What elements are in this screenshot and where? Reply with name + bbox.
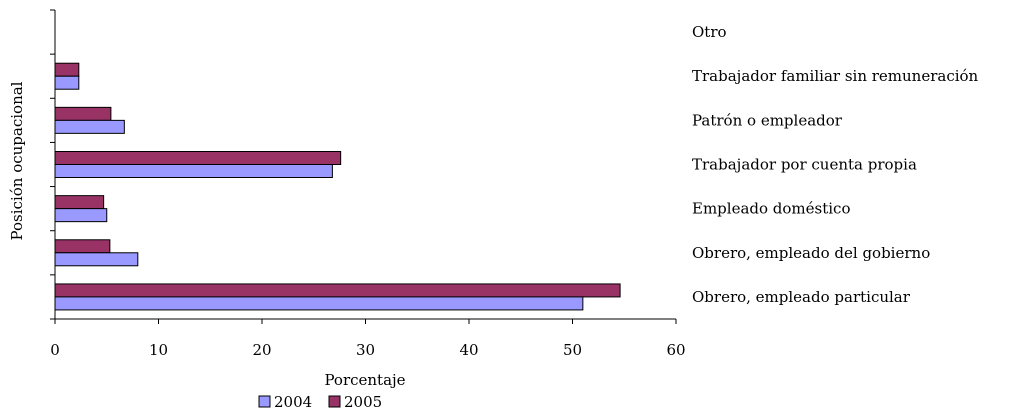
bar-2004 [54, 164, 333, 178]
y-axis-title: Posición ocupacional [8, 81, 26, 240]
bar-2005 [54, 283, 621, 298]
x-tick-label: 50 [563, 341, 582, 359]
category-label: Trabajador por cuenta propia [692, 156, 917, 174]
bar-2005 [54, 62, 80, 77]
category-label: Obrero, empleado particular [692, 288, 911, 306]
legend-label: 2004 [274, 393, 312, 411]
bar-2004 [54, 208, 108, 223]
bars-group [54, 62, 621, 311]
category-label: Empleado doméstico [692, 200, 850, 218]
category-label: Otro [692, 23, 727, 41]
x-tick-label: 60 [666, 341, 685, 359]
x-axis-ticks: 0 10 20 30 40 50 60 [50, 319, 686, 359]
bar-2004 [54, 75, 80, 90]
x-axis-title: Porcentaje [324, 371, 405, 389]
x-tick-label: 20 [252, 341, 271, 359]
legend-swatch-2004 [258, 395, 271, 408]
bar-2005 [54, 106, 112, 121]
category-label: Patrón o empleador [692, 111, 843, 129]
legend-swatch-2005 [328, 395, 341, 408]
category-label: Obrero, empleado del gobierno [692, 244, 930, 262]
category-labels: Otro Trabajador familiar sin remuneración… [692, 23, 979, 306]
bar-2004 [54, 296, 584, 311]
x-tick-label: 10 [149, 341, 168, 359]
x-tick-label: 0 [50, 341, 60, 359]
x-tick-label: 40 [459, 341, 478, 359]
bar-2004 [54, 252, 139, 267]
legend-label: 2005 [344, 393, 382, 411]
y-axis-ticks [50, 9, 55, 320]
bar-2005 [54, 239, 111, 254]
bar-2005 [54, 151, 342, 165]
x-tick-label: 30 [356, 341, 375, 359]
bar-2005 [54, 195, 105, 210]
category-label: Trabajador familiar sin remuneración [692, 67, 979, 85]
legend: 2004 2005 [258, 393, 382, 411]
bar-2004 [54, 119, 125, 134]
